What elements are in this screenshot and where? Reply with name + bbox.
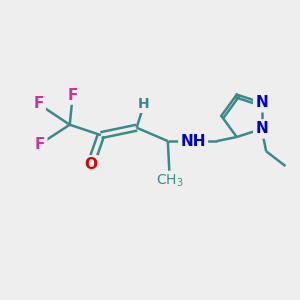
Text: F: F <box>68 88 78 103</box>
Text: F: F <box>33 96 44 111</box>
Text: H: H <box>138 97 150 111</box>
Text: F: F <box>35 136 45 152</box>
Text: NH: NH <box>180 134 206 148</box>
Text: N: N <box>255 122 268 136</box>
Text: O: O <box>84 158 97 172</box>
Text: CH$_3$: CH$_3$ <box>155 172 183 189</box>
Text: N: N <box>255 95 268 110</box>
